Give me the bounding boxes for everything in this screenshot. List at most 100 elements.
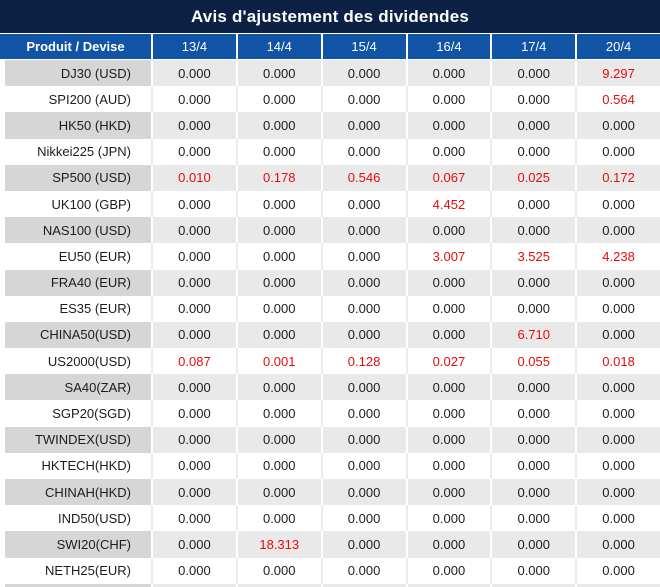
value-cell: 0.000 (151, 295, 236, 322)
product-cell: SWI20(CHF) (5, 531, 151, 558)
table-row: EU50 (EUR) 0.000 0.000 0.000 3.007 3.525 4.238 (0, 243, 660, 270)
table-body: DJ30 (USD) 0.000 0.000 0.000 0.000 0.000 9.297… (0, 60, 660, 587)
value-cell: 0.087 (151, 348, 236, 375)
product-cell (5, 583, 151, 587)
table-row: Nikkei225 (JPN) 0.000 0.000 0.000 0.000 0.000… (0, 138, 660, 165)
value-cell: 0.000 (490, 269, 576, 296)
value-cell: 0.000 (320, 505, 406, 532)
value-cell: 0.000 (575, 557, 660, 584)
value-cell: 0.000 (320, 190, 406, 218)
value-cell: 0.000 (405, 479, 491, 506)
value-cell: 0.000 (235, 295, 321, 322)
value-cell (151, 583, 236, 587)
value-cell (490, 583, 576, 587)
value-cell: 0.027 (405, 348, 491, 375)
value-cell: 0.000 (490, 452, 576, 479)
value-cell: 0.055 (490, 348, 576, 375)
table-row: TWINDEX(USD) 0.000 0.000 0.000 0.000 0.000 0.0… (0, 426, 660, 453)
value-cell: 9.297 (575, 60, 660, 87)
product-cell: SA40(ZAR) (5, 374, 151, 401)
table-row: SWI20(CHF) 0.000 18.313 0.000 0.000 0.000 0.00… (0, 531, 660, 558)
row-left-margin (0, 138, 5, 165)
value-cell: 0.000 (151, 426, 236, 453)
value-cell: 6.710 (490, 321, 576, 349)
value-cell: 0.000 (320, 321, 406, 349)
value-cell: 18.313 (235, 531, 321, 558)
product-cell: CHINAH(HKD) (5, 479, 151, 506)
row-left-margin (0, 374, 5, 401)
value-cell: 0.000 (405, 557, 491, 584)
value-cell: 0.000 (405, 112, 491, 139)
value-cell: 0.564 (575, 86, 660, 113)
value-cell: 0.000 (490, 60, 576, 87)
value-cell: 0.000 (320, 60, 406, 87)
table-row: IND50(USD) 0.000 0.000 0.000 0.000 0.000 0.000 (0, 505, 660, 532)
value-cell: 0.000 (575, 479, 660, 506)
table-row: HK50 (HKD) 0.000 0.000 0.000 0.000 0.000 0.000 (0, 112, 660, 139)
value-cell: 0.000 (405, 531, 491, 558)
table-header-row: Produit / Devise 13/4 14/4 15/4 16/4 17/… (0, 33, 660, 60)
value-cell: 0.000 (235, 138, 321, 165)
value-cell: 0.000 (320, 426, 406, 453)
value-cell: 0.000 (490, 505, 576, 532)
product-cell: HKTECH(HKD) (5, 452, 151, 479)
value-cell: 0.000 (405, 505, 491, 532)
value-cell: 0.128 (320, 348, 406, 375)
value-cell: 0.000 (575, 531, 660, 558)
value-cell: 0.000 (575, 138, 660, 165)
table-row: HKTECH(HKD) 0.000 0.000 0.000 0.000 0.000 0.00… (0, 452, 660, 479)
value-cell: 0.000 (235, 243, 321, 270)
value-cell: 3.525 (490, 243, 576, 270)
product-cell: SGP20(SGD) (5, 400, 151, 427)
column-header-date-3: 15/4 (320, 34, 406, 59)
value-cell: 0.000 (575, 374, 660, 401)
table-row: CHINAH(HKD) 0.000 0.000 0.000 0.000 0.000 0.00… (0, 479, 660, 506)
value-cell: 0.000 (151, 505, 236, 532)
value-cell: 0.546 (320, 164, 406, 191)
value-cell: 0.000 (575, 269, 660, 296)
value-cell: 0.000 (235, 217, 321, 244)
value-cell: 0.000 (405, 426, 491, 453)
value-cell: 0.000 (235, 112, 321, 139)
value-cell: 0.000 (151, 321, 236, 349)
value-cell: 0.000 (575, 321, 660, 349)
value-cell (405, 583, 491, 587)
value-cell: 0.000 (320, 452, 406, 479)
row-left-margin (0, 452, 5, 479)
table-row: CHINA50(USD) 0.000 0.000 0.000 0.000 6.710 0.0… (0, 321, 660, 349)
value-cell: 0.000 (320, 557, 406, 584)
row-left-margin (0, 426, 5, 453)
product-cell: IND50(USD) (5, 505, 151, 532)
value-cell: 0.000 (320, 479, 406, 506)
value-cell: 0.000 (405, 321, 491, 349)
value-cell: 0.000 (490, 217, 576, 244)
product-cell: ES35 (EUR) (5, 295, 151, 322)
value-cell: 0.025 (490, 164, 576, 191)
value-cell: 0.000 (490, 374, 576, 401)
value-cell: 0.000 (151, 531, 236, 558)
row-left-margin (0, 479, 5, 506)
column-header-product: Produit / Devise (0, 34, 151, 59)
value-cell: 4.238 (575, 243, 660, 270)
column-header-date-6: 20/4 (575, 34, 660, 59)
value-cell: 0.000 (320, 269, 406, 296)
value-cell: 0.000 (575, 426, 660, 453)
row-left-margin (0, 86, 5, 113)
value-cell: 0.000 (235, 60, 321, 87)
table-row: NAS100 (USD) 0.000 0.000 0.000 0.000 0.000 0.0… (0, 217, 660, 244)
product-cell: US2000(USD) (5, 348, 151, 375)
row-left-margin (0, 531, 5, 558)
product-cell: HK50 (HKD) (5, 112, 151, 139)
value-cell: 0.000 (575, 112, 660, 139)
row-left-margin (0, 269, 5, 296)
value-cell: 0.000 (151, 60, 236, 87)
value-cell: 0.000 (320, 243, 406, 270)
value-cell: 0.000 (151, 269, 236, 296)
value-cell: 0.000 (151, 86, 236, 113)
value-cell: 0.018 (575, 348, 660, 375)
row-left-margin (0, 217, 5, 244)
row-left-margin (0, 348, 5, 375)
value-cell: 0.000 (405, 138, 491, 165)
value-cell: 0.000 (235, 452, 321, 479)
row-left-margin (0, 295, 5, 322)
